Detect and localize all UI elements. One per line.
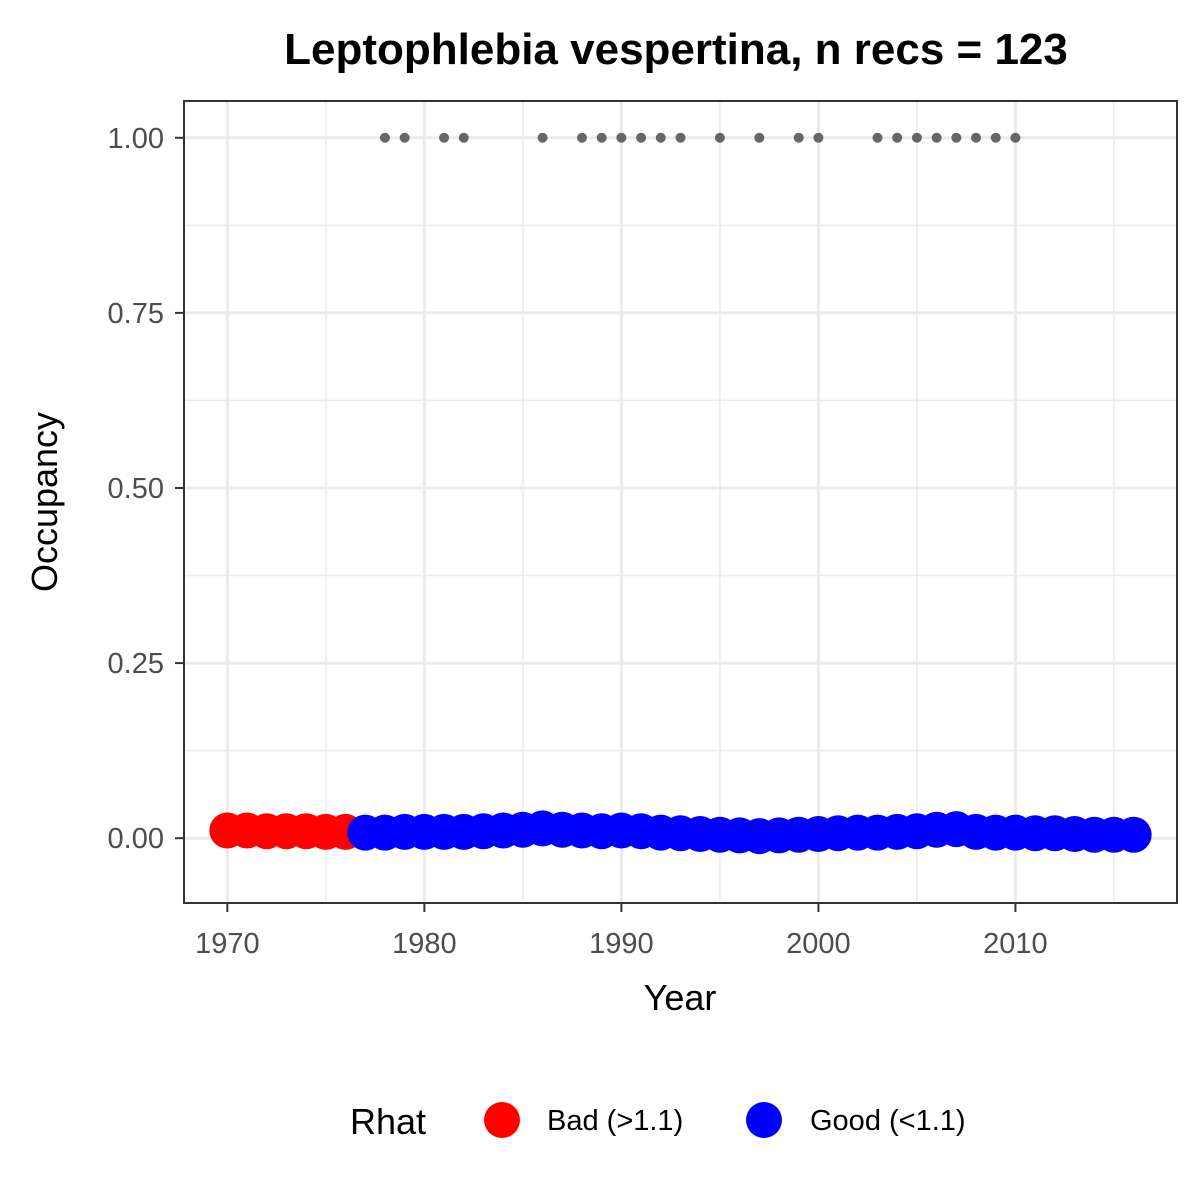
legend-title: Rhat: [350, 1101, 426, 1142]
y-tick-label: 0.00: [108, 823, 164, 855]
x-tick-label: 1980: [392, 928, 457, 960]
record-point: [458, 132, 469, 143]
record-point: [951, 132, 962, 143]
legend-label-bad: Bad (>1.1): [547, 1105, 683, 1137]
record-point: [714, 132, 725, 143]
data-points: [209, 132, 1152, 855]
y-tick-label: 0.75: [108, 298, 164, 330]
legend-label-good: Good (<1.1): [810, 1105, 966, 1137]
record-point: [793, 132, 804, 143]
legend: Rhat Bad (>1.1) Good (<1.1): [350, 1101, 966, 1142]
plot-panel-border: [183, 100, 1178, 904]
x-tick-label: 1990: [589, 928, 654, 960]
legend-key-good: [746, 1102, 782, 1138]
grid: [184, 101, 1177, 903]
record-point: [596, 132, 607, 143]
record-point: [1010, 132, 1021, 143]
record-point: [971, 132, 982, 143]
record-point: [872, 132, 883, 143]
record-point: [754, 132, 765, 143]
legend-key-bad: [484, 1102, 520, 1138]
record-point: [636, 132, 647, 143]
y-tick-label: 0.25: [108, 648, 164, 680]
occupancy-point-good: [1115, 816, 1152, 853]
record-point: [576, 132, 587, 143]
y-axis-title: Occupancy: [24, 412, 65, 592]
x-tick-label: 2010: [983, 928, 1048, 960]
record-point: [655, 132, 666, 143]
x-axis-title: Year: [644, 977, 717, 1018]
x-tick-label: 2000: [786, 928, 851, 960]
axes: 1970 1980 1990 2000 2010 0.00 0.25 0.50 0.75 1.00: [108, 123, 1048, 960]
record-point: [379, 132, 390, 143]
record-point: [931, 132, 942, 143]
y-tick-label: 0.50: [108, 473, 164, 505]
record-point: [911, 132, 922, 143]
record-point: [892, 132, 903, 143]
record-point: [813, 132, 824, 143]
record-point: [675, 132, 686, 143]
record-point: [990, 132, 1001, 143]
record-point: [537, 132, 548, 143]
record-point: [399, 132, 410, 143]
y-tick-label: 1.00: [108, 123, 164, 155]
record-point: [616, 132, 627, 143]
x-tick-label: 1970: [195, 928, 260, 960]
chart-title: Leptophlebia vespertina, n recs = 123: [284, 25, 1068, 74]
record-point: [439, 132, 450, 143]
